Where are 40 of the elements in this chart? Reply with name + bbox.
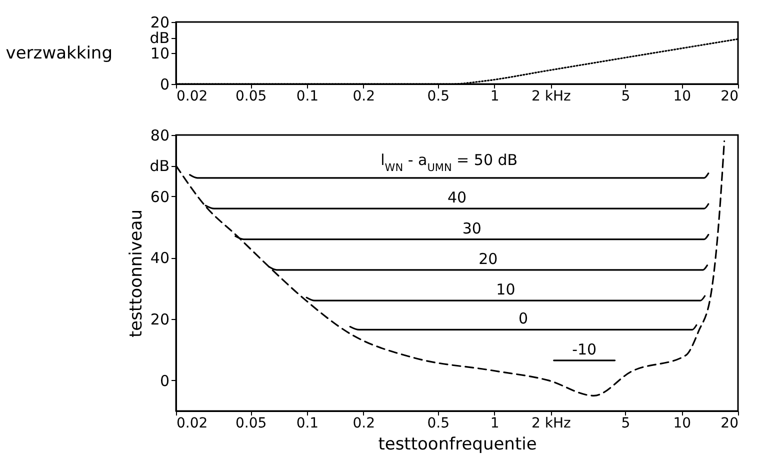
y-axis-title: testtoonniveau (126, 209, 147, 338)
y-tick-label: 80 (150, 126, 170, 144)
y-tick-label: 20 (150, 14, 170, 32)
x-tick-label: 0.05 (235, 88, 267, 104)
y-tick-label: 40 (150, 249, 170, 268)
x-tick-label: 1 (490, 88, 500, 104)
x-tick-label: 0.02 (176, 416, 208, 432)
x-tick-label: 1 (490, 416, 500, 432)
y-tick-label: dB (150, 157, 170, 176)
x-tick-label: 0.2 (352, 88, 375, 104)
x-tick-label: 0.5 (427, 416, 450, 432)
x-tick-label: 0.05 (235, 416, 267, 432)
x-tick-label: 0.5 (427, 88, 450, 104)
series-label: 20 (478, 250, 498, 268)
x-tick-label: 0.1 (296, 88, 319, 104)
x-tick-label: 20 (720, 88, 738, 104)
y-tick-label: 20 (150, 310, 170, 328)
series-label: 0 (518, 310, 528, 328)
x-tick-label: 2 kHz (531, 88, 571, 104)
y-tick-label: dB (150, 29, 170, 47)
x-tick-label: 2 kHz (531, 416, 571, 432)
x-tick-label: 5 (621, 416, 630, 432)
series-label: 40 (447, 188, 467, 207)
x-tick-label: 5 (621, 88, 630, 104)
y-tick-label: 10 (150, 44, 170, 62)
y-tick-label: 0 (160, 372, 170, 390)
x-axis-title: testtoonfrequentie (378, 434, 537, 454)
x-tick-label: 0.1 (296, 416, 319, 432)
x-tick-label: 20 (720, 416, 738, 432)
x-tick-label: 0.02 (176, 88, 208, 104)
series-label: 10 (496, 280, 516, 299)
x-tick-label: 0.2 (352, 416, 375, 432)
y-axis-title: verzwakking (6, 44, 112, 64)
x-tick-label: 10 (673, 88, 692, 104)
series-label: -10 (572, 340, 597, 358)
x-tick-label: 10 (673, 416, 692, 432)
y-tick-label: 60 (150, 188, 170, 206)
series-label: 30 (462, 219, 482, 238)
series-label: l$_{WN}$ - a$_{UMN}$ = 50 dB (380, 150, 518, 174)
y-tick-label: 0 (160, 76, 170, 94)
